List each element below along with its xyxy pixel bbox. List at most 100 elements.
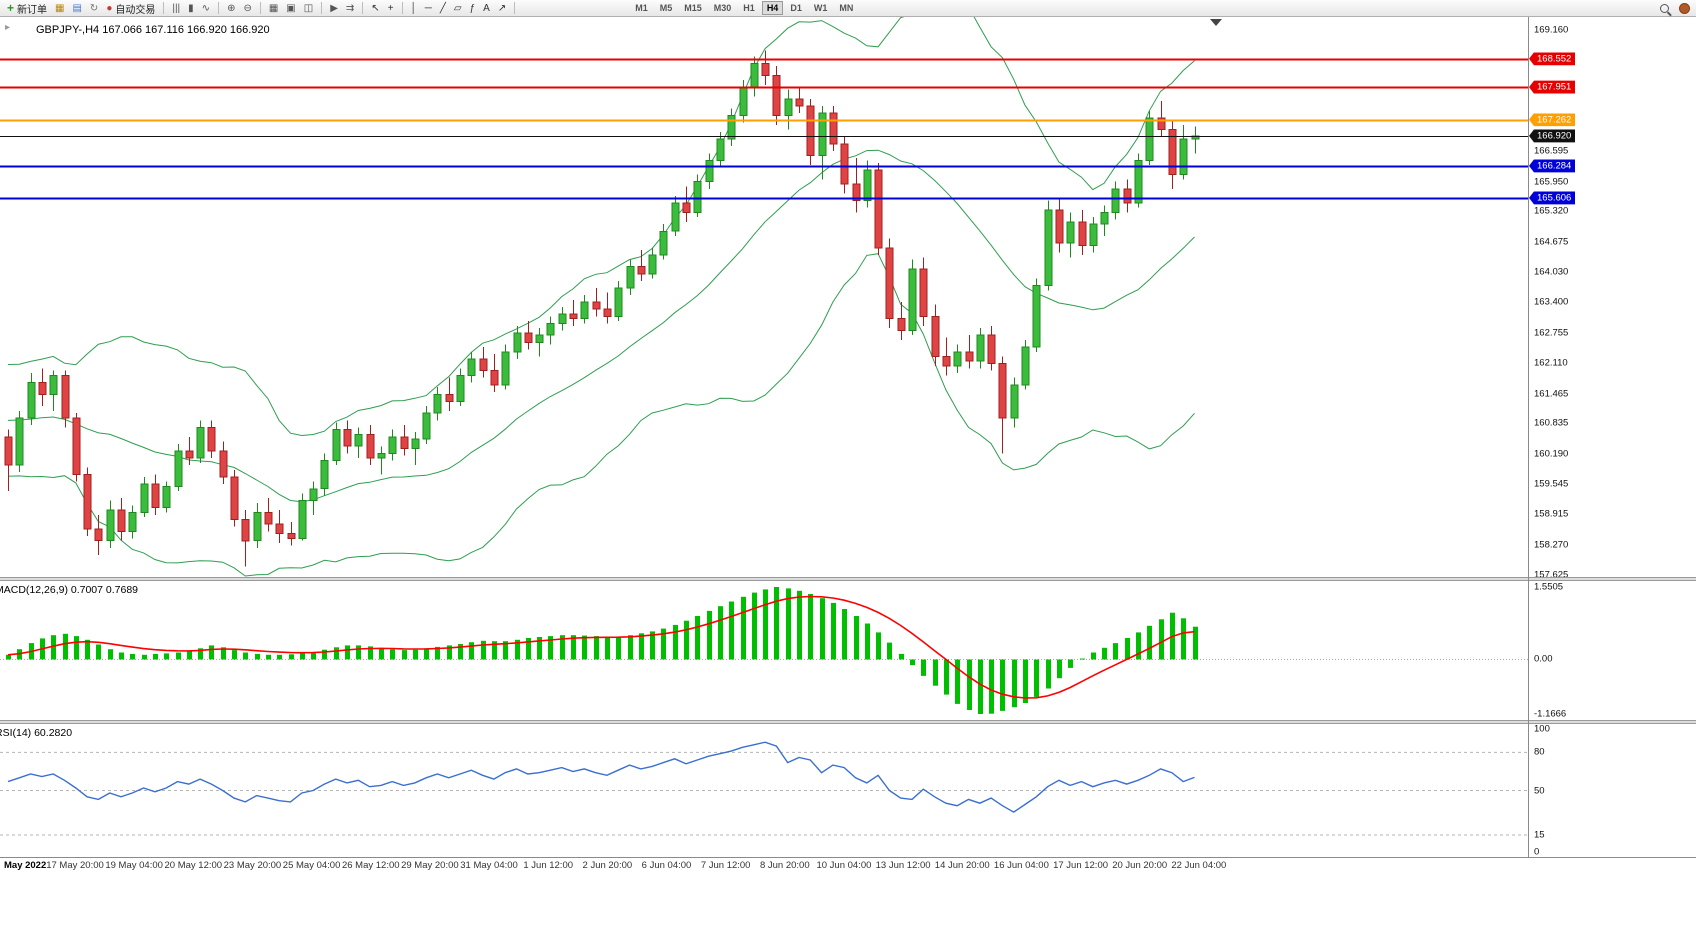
candlestick-series bbox=[4, 50, 1200, 567]
charts-grid-icon: ▦ bbox=[55, 2, 65, 14]
horizontal-line-button[interactable]: ─ bbox=[422, 1, 435, 16]
price-tick-label: 162.755 bbox=[1534, 327, 1569, 339]
timeframe-h4-button[interactable]: H4 bbox=[761, 1, 784, 15]
time-label: 8 Jun 20:00 bbox=[759, 860, 810, 871]
macd-axis[interactable]: 1.5505 0.00 -1.1666 bbox=[1529, 581, 1695, 720]
rsi-axis[interactable]: 100 80 50 15 0 bbox=[1529, 724, 1695, 857]
rsi-label: RSI(14) 60.2820 bbox=[0, 727, 73, 739]
price-tag[interactable]: 166.920 bbox=[1529, 129, 1576, 143]
bar-chart-type-button[interactable]: ||| bbox=[169, 1, 183, 16]
price-tick-label: 165.950 bbox=[1534, 176, 1569, 188]
price-tag[interactable]: 167.262 bbox=[1529, 113, 1576, 127]
charts-grid-button[interactable]: ▦ bbox=[52, 1, 67, 16]
refresh-icon: ↻ bbox=[89, 2, 99, 14]
auto-trading-icon: ● bbox=[106, 2, 113, 14]
refresh-button[interactable]: ↻ bbox=[87, 1, 101, 16]
time-label: 29 May 20:00 bbox=[401, 860, 459, 871]
arrange-windows-button[interactable]: ◫ bbox=[301, 1, 316, 16]
time-label: 6 Jun 04:00 bbox=[641, 860, 692, 871]
bollinger-lower-line bbox=[7, 253, 1195, 577]
rsi-canvas[interactable] bbox=[0, 724, 1528, 857]
profiles-button[interactable]: ▤ bbox=[69, 1, 84, 16]
time-label: 10 Jun 04:00 bbox=[816, 860, 872, 871]
timeframe-h1-button[interactable]: H1 bbox=[743, 3, 755, 13]
fibonacci-button[interactable]: ƒ bbox=[467, 1, 479, 16]
text-tool-button[interactable]: A bbox=[480, 1, 493, 16]
timeframe-m15-button[interactable]: M15 bbox=[684, 3, 702, 13]
search-icon[interactable] bbox=[1660, 4, 1669, 13]
channel-button[interactable]: ▱ bbox=[451, 1, 465, 16]
time-label: 23 May 20:00 bbox=[223, 860, 282, 871]
price-tick-label: 161.465 bbox=[1534, 388, 1569, 400]
time-label: 20 Jun 20:00 bbox=[1112, 860, 1168, 871]
time-label: 16 Jun 04:00 bbox=[993, 860, 1049, 871]
text-icon: A bbox=[483, 2, 490, 14]
macd-canvas[interactable] bbox=[0, 581, 1528, 720]
zoom-in-button[interactable]: ⊕ bbox=[224, 1, 238, 16]
panel-separator[interactable] bbox=[0, 577, 1696, 581]
price-tick-label: 158.270 bbox=[1534, 539, 1569, 551]
price-tag[interactable]: 166.284 bbox=[1529, 159, 1576, 173]
timeframe-m30-button[interactable]: M30 bbox=[713, 3, 732, 13]
toolbar-separator bbox=[362, 2, 364, 14]
bollinger-upper-line bbox=[7, 17, 1195, 437]
trendline-icon: ╱ bbox=[439, 2, 446, 14]
timeframe-m1-button[interactable]: M1 bbox=[635, 3, 648, 13]
toolbar-separator bbox=[514, 2, 516, 14]
toolbar-separator bbox=[218, 2, 220, 14]
time-label: 26 May 12:00 bbox=[341, 860, 400, 871]
macd-indicator-panel[interactable]: MACD(12,26,9) 0.7007 0.7689 1.5505 0.00 -1… bbox=[0, 581, 1696, 720]
panel-separator[interactable] bbox=[0, 720, 1696, 724]
price-tick-label: 165.320 bbox=[1534, 205, 1569, 217]
auto-scroll-button[interactable]: ▶ bbox=[327, 1, 341, 16]
time-label: May 2022 bbox=[4, 860, 47, 871]
zoom-out-button[interactable]: ⊖ bbox=[240, 1, 254, 16]
crosshair-button[interactable]: + bbox=[385, 1, 397, 16]
timeframe-m5-button[interactable]: M5 bbox=[659, 3, 673, 13]
time-label: 13 Jun 12:00 bbox=[875, 860, 931, 871]
tile-windows-icon: ▦ bbox=[268, 2, 279, 14]
macd-tick-label: -1.1666 bbox=[1534, 708, 1567, 720]
price-axis[interactable]: 168.552 167.951 167.262 166.920 166.284 165.6… bbox=[1529, 17, 1695, 577]
timeframe-d1-button[interactable]: D1 bbox=[790, 3, 802, 13]
time-axis[interactable]: May 2022 17 May 20:00 19 May 04:00 20 May 1… bbox=[0, 858, 1696, 876]
cursor-button[interactable]: ↖ bbox=[368, 1, 382, 16]
fibonacci-icon: ƒ bbox=[469, 2, 476, 14]
toolbar: + 新订单 ▦ ▤ ↻ ● 自动交易 ||| ▮ ∿ ⊕ ⊖ ▦ ▣ ◫ ▶ ⇉ ↖ + │ ─ ╱ ▱ ƒ A ↗ M1 M5 M15… bbox=[0, 0, 1696, 17]
price-tag[interactable]: 165.606 bbox=[1529, 191, 1576, 205]
price-axis-line bbox=[1528, 17, 1529, 857]
price-chart-panel[interactable]: ▸ GBPJPY-,H4 167.066 167.116 166.920 166… bbox=[0, 17, 1696, 577]
chart-shift-button[interactable]: ⇉ bbox=[343, 1, 357, 16]
timeframe-w1-button[interactable]: W1 bbox=[813, 3, 828, 13]
candlestick-chart-type-button[interactable]: ▮ bbox=[185, 1, 197, 16]
new-order-button[interactable]: + 新订单 bbox=[4, 1, 50, 16]
rsi-indicator-panel[interactable]: RSI(14) 60.2820 100 80 50 15 0 bbox=[0, 724, 1696, 857]
vertical-line-button[interactable]: │ bbox=[408, 1, 420, 16]
shift-marker-icon[interactable] bbox=[1210, 19, 1222, 26]
time-label: 31 May 04:00 bbox=[460, 860, 518, 871]
trendline-button[interactable]: ╱ bbox=[437, 1, 449, 16]
price-tag[interactable]: 167.951 bbox=[1529, 80, 1576, 94]
time-label: 17 Jun 12:00 bbox=[1053, 860, 1109, 871]
cascade-windows-icon: ▣ bbox=[286, 2, 296, 14]
cascade-windows-button[interactable]: ▣ bbox=[283, 1, 298, 16]
line-chart-type-button[interactable]: ∿ bbox=[199, 1, 213, 16]
channel-icon: ▱ bbox=[453, 2, 462, 14]
candlestick-icon: ▮ bbox=[188, 2, 194, 14]
timeframe-mn-button[interactable]: MN bbox=[839, 3, 854, 13]
time-label: 25 May 04:00 bbox=[282, 860, 341, 871]
time-label: 7 Jun 12:00 bbox=[700, 860, 751, 871]
community-icon[interactable] bbox=[1679, 3, 1690, 14]
price-chart-canvas[interactable] bbox=[0, 17, 1528, 577]
time-label: 19 May 04:00 bbox=[105, 860, 163, 871]
one-click-trading-toggle[interactable]: ▸ bbox=[5, 22, 11, 33]
auto-trading-button[interactable]: ● 自动交易 bbox=[103, 1, 158, 16]
tile-windows-button[interactable]: ▦ bbox=[266, 1, 281, 16]
auto-trading-button-label: 自动交易 bbox=[115, 4, 156, 16]
macd-tick-label: 1.5505 bbox=[1534, 581, 1564, 593]
price-tag[interactable]: 168.552 bbox=[1529, 52, 1576, 66]
rsi-tick-label: 50 bbox=[1534, 785, 1545, 796]
macd-signal-line bbox=[7, 595, 1195, 699]
arrows-tool-button[interactable]: ↗ bbox=[495, 1, 509, 16]
